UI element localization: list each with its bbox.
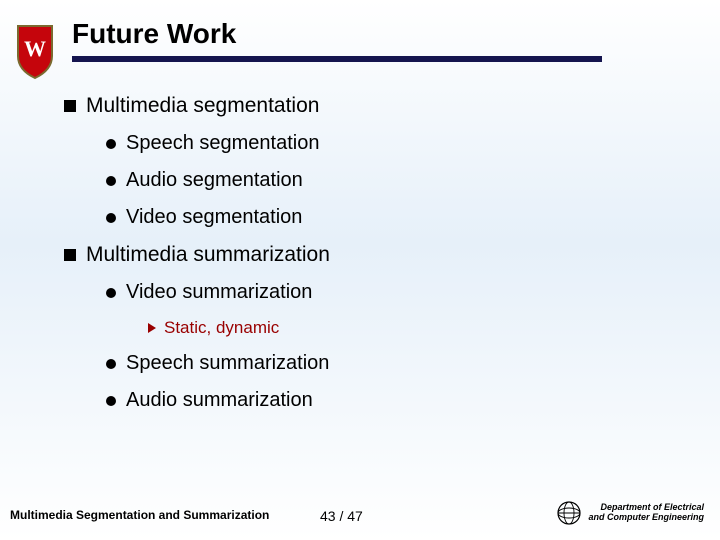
bullet-l2: Speech segmentation [106, 132, 624, 155]
bullet-text: Audio summarization [126, 389, 313, 412]
bullet-l2: Audio segmentation [106, 169, 624, 192]
bullet-text: Video segmentation [126, 206, 302, 229]
dept-badge: Department of Electrical and Computer En… [556, 500, 704, 526]
dept-globe-icon [556, 500, 582, 526]
bullet-l1: Multimedia summarization [64, 243, 624, 267]
uw-shield-logo: W [14, 20, 56, 80]
slide-title: Future Work [72, 18, 236, 50]
footer-title: Multimedia Segmentation and Summarizatio… [10, 508, 269, 522]
bullet-text: Speech summarization [126, 352, 329, 375]
title-underline [72, 56, 602, 62]
bullet-l2: Audio summarization [106, 389, 624, 412]
svg-text:W: W [24, 36, 46, 61]
circle-bullet-icon [106, 396, 116, 406]
dept-line2: and Computer Engineering [588, 513, 704, 523]
bullet-text: Speech segmentation [126, 132, 319, 155]
square-bullet-icon [64, 249, 76, 261]
triangle-bullet-icon [148, 323, 156, 333]
circle-bullet-icon [106, 213, 116, 223]
bullet-text: Static, dynamic [164, 318, 279, 338]
bullet-l1: Multimedia segmentation [64, 94, 624, 118]
bullet-l3: Static, dynamic [148, 318, 624, 338]
page-number: 43 / 47 [320, 508, 363, 524]
slide-content: Multimedia segmentation Speech segmentat… [64, 88, 624, 426]
bullet-l2: Video summarization [106, 281, 624, 304]
circle-bullet-icon [106, 359, 116, 369]
square-bullet-icon [64, 100, 76, 112]
bullet-text: Multimedia segmentation [86, 94, 319, 118]
dept-text: Department of Electrical and Computer En… [588, 503, 704, 523]
bullet-text: Audio segmentation [126, 169, 303, 192]
bullet-l2: Speech summarization [106, 352, 624, 375]
bullet-text: Video summarization [126, 281, 312, 304]
bullet-l2: Video segmentation [106, 206, 624, 229]
circle-bullet-icon [106, 176, 116, 186]
circle-bullet-icon [106, 288, 116, 298]
bullet-text: Multimedia summarization [86, 243, 330, 267]
circle-bullet-icon [106, 139, 116, 149]
